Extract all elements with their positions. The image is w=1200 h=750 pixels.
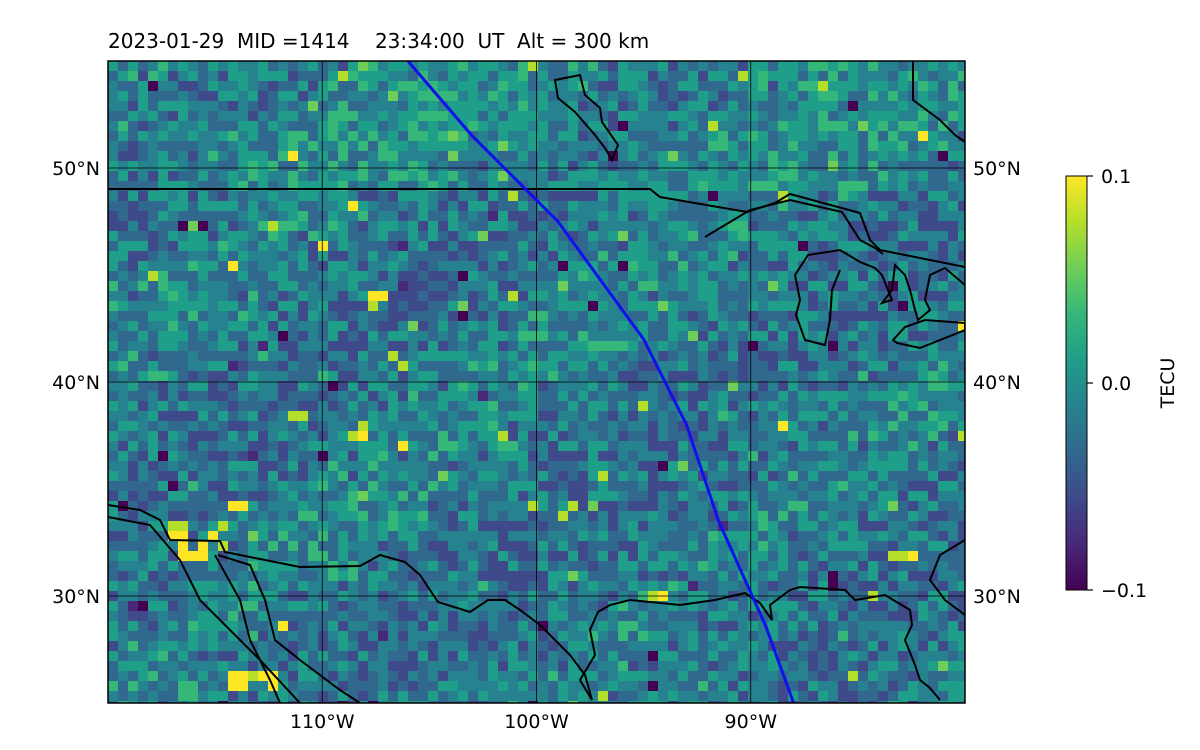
- coastline-segment: [891, 318, 965, 350]
- colorbar-tick-label: 0.1: [1101, 166, 1131, 188]
- coastline-segment: [794, 269, 841, 347]
- coastline-segment: [912, 61, 965, 143]
- lat-tick-label-right: 30°N: [973, 586, 1021, 608]
- latitude-labels-right: 50°N 40°N 30°N: [973, 158, 1021, 608]
- lon-tick-label: 90°W: [725, 711, 778, 733]
- lat-tick-label-left: 50°N: [52, 158, 100, 180]
- coastline-segment: [108, 504, 593, 701]
- lat-tick-label-right: 40°N: [973, 372, 1021, 394]
- coastline-segment: [108, 188, 965, 268]
- map-frame: [107, 60, 966, 704]
- coastline-segment: [217, 554, 361, 703]
- coastlines-and-borders: [108, 61, 965, 703]
- satellite-track: [406, 61, 796, 703]
- colorbar-ticks: 0.1 0.0 −0.1: [1087, 166, 1147, 602]
- lat-tick-label-left: 30°N: [52, 586, 100, 608]
- lon-tick-label: 110°W: [290, 711, 355, 733]
- gridlines: [108, 61, 965, 703]
- tec-heatmap: [108, 61, 965, 703]
- coastline-segment: [704, 198, 884, 255]
- colorbar: [1065, 175, 1088, 591]
- map-title: 2023-01-29 MID =1414 23:34:00 UT Alt = 3…: [108, 29, 650, 53]
- lat-tick-label-left: 40°N: [52, 372, 100, 394]
- colorbar-label: TECU: [1157, 357, 1179, 409]
- coastline-segment: [553, 73, 620, 163]
- coastline-segment: [214, 554, 281, 703]
- coastline-segment: [578, 585, 941, 701]
- longitude-labels: 110°W 100°W 90°W: [290, 711, 777, 733]
- lon-tick-label: 100°W: [504, 711, 569, 733]
- coastline-segment: [794, 248, 965, 322]
- colorbar-tick-label: −0.1: [1101, 580, 1147, 602]
- coastline-segment: [928, 539, 965, 616]
- latitude-labels-left: 50°N 40°N 30°N: [52, 158, 100, 608]
- lat-tick-label-right: 50°N: [973, 158, 1021, 180]
- colorbar-tick-label: 0.0: [1101, 373, 1131, 395]
